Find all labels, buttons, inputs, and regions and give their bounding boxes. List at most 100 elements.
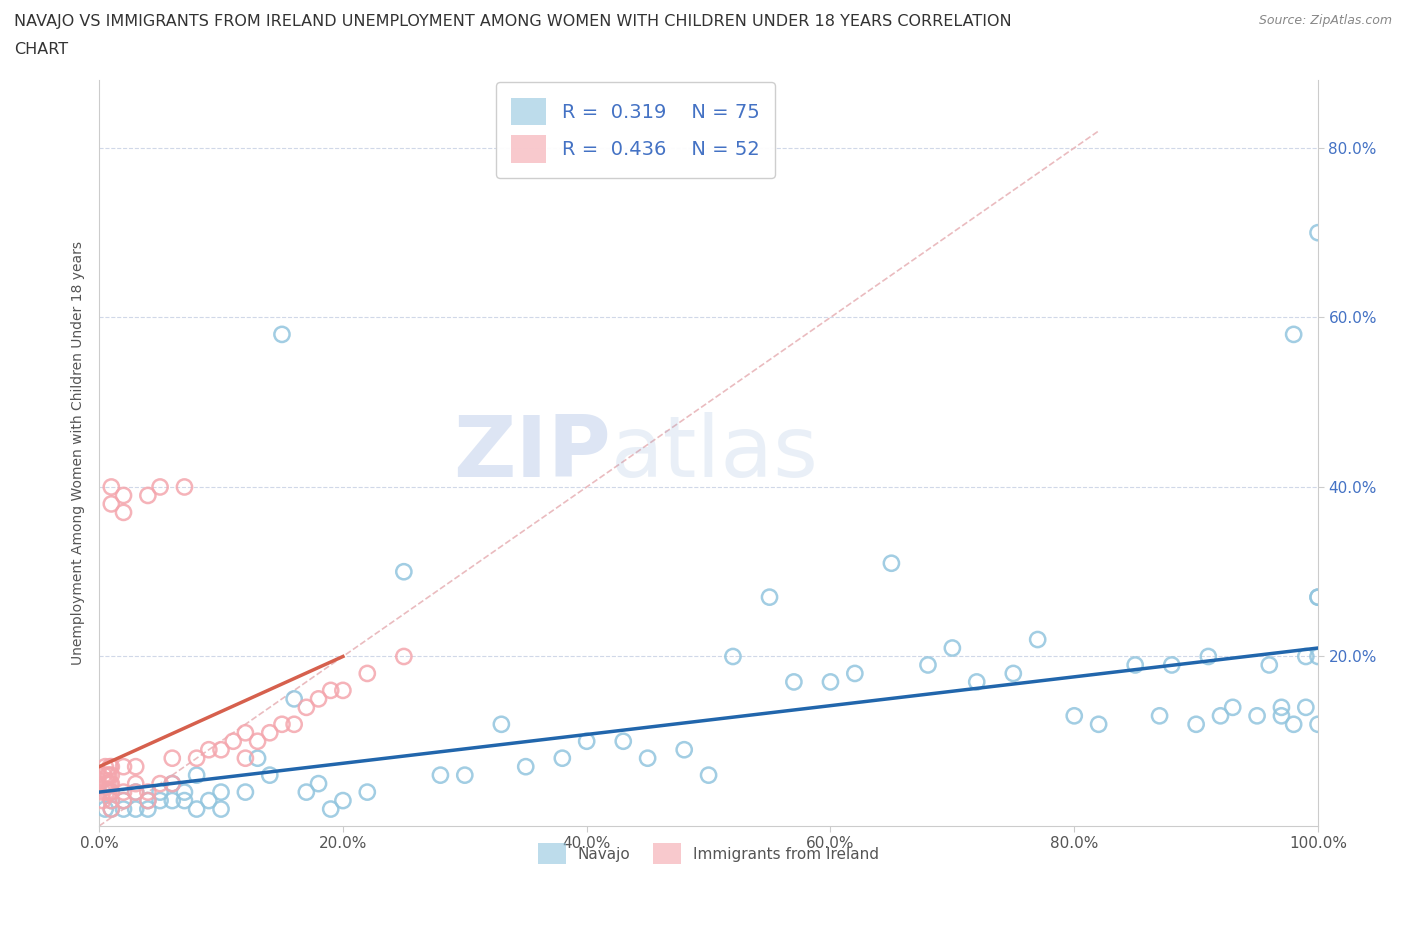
- Point: [100, 785, 122, 800]
- Point: [1306, 590, 1329, 604]
- Point: [97, 767, 120, 782]
- Point: [235, 785, 257, 800]
- Point: [149, 785, 172, 800]
- Point: [1306, 717, 1329, 732]
- Point: [186, 751, 208, 765]
- Point: [295, 700, 318, 715]
- Point: [98, 777, 121, 791]
- Point: [125, 785, 148, 800]
- Point: [271, 717, 294, 732]
- Point: [100, 497, 122, 512]
- Point: [162, 751, 184, 765]
- Point: [844, 666, 866, 681]
- Point: [1295, 700, 1317, 715]
- Point: [97, 785, 120, 800]
- Text: Source: ZipAtlas.com: Source: ZipAtlas.com: [1258, 14, 1392, 27]
- Text: ZIP: ZIP: [453, 412, 612, 495]
- Point: [112, 793, 135, 808]
- Point: [917, 658, 939, 672]
- Point: [1185, 717, 1208, 732]
- Point: [136, 785, 159, 800]
- Point: [1270, 709, 1292, 724]
- Point: [1282, 717, 1305, 732]
- Point: [162, 793, 184, 808]
- Point: [125, 759, 148, 774]
- Point: [100, 767, 122, 782]
- Point: [98, 759, 121, 774]
- Point: [1270, 700, 1292, 715]
- Point: [100, 480, 122, 495]
- Point: [209, 802, 232, 817]
- Point: [637, 751, 659, 765]
- Point: [97, 777, 120, 791]
- Point: [209, 785, 232, 800]
- Point: [112, 793, 135, 808]
- Point: [1258, 658, 1281, 672]
- Point: [575, 734, 598, 749]
- Point: [162, 777, 184, 791]
- Point: [1222, 700, 1244, 715]
- Point: [136, 793, 159, 808]
- Point: [332, 793, 354, 808]
- Point: [356, 666, 378, 681]
- Point: [173, 785, 195, 800]
- Point: [125, 777, 148, 791]
- Point: [136, 488, 159, 503]
- Point: [429, 767, 451, 782]
- Point: [125, 785, 148, 800]
- Point: [319, 802, 342, 817]
- Point: [673, 742, 696, 757]
- Point: [1295, 649, 1317, 664]
- Point: [308, 691, 330, 706]
- Point: [1306, 590, 1329, 604]
- Point: [94, 777, 117, 791]
- Point: [100, 777, 122, 791]
- Point: [941, 641, 963, 656]
- Point: [515, 759, 537, 774]
- Text: atlas: atlas: [612, 412, 820, 495]
- Point: [100, 793, 122, 808]
- Text: NAVAJO VS IMMIGRANTS FROM IRELAND UNEMPLOYMENT AMONG WOMEN WITH CHILDREN UNDER 1: NAVAJO VS IMMIGRANTS FROM IRELAND UNEMPL…: [14, 14, 1012, 29]
- Point: [491, 717, 513, 732]
- Point: [112, 785, 135, 800]
- Point: [112, 488, 135, 503]
- Point: [295, 785, 318, 800]
- Point: [112, 759, 135, 774]
- Point: [100, 759, 122, 774]
- Point: [271, 327, 294, 342]
- Point: [283, 717, 305, 732]
- Point: [198, 793, 221, 808]
- Point: [100, 802, 122, 817]
- Point: [319, 683, 342, 698]
- Point: [1123, 658, 1146, 672]
- Point: [136, 793, 159, 808]
- Point: [551, 751, 574, 765]
- Point: [125, 802, 148, 817]
- Point: [186, 767, 208, 782]
- Point: [100, 802, 122, 817]
- Point: [1246, 709, 1268, 724]
- Y-axis label: Unemployment Among Women with Children Under 18 years: Unemployment Among Women with Children U…: [72, 241, 86, 665]
- Point: [91, 785, 114, 800]
- Point: [1026, 632, 1049, 647]
- Point: [149, 793, 172, 808]
- Point: [186, 802, 208, 817]
- Point: [136, 802, 159, 817]
- Point: [149, 480, 172, 495]
- Point: [91, 793, 114, 808]
- Point: [392, 649, 415, 664]
- Point: [283, 691, 305, 706]
- Point: [356, 785, 378, 800]
- Point: [162, 777, 184, 791]
- Point: [1087, 717, 1109, 732]
- Point: [697, 767, 720, 782]
- Point: [112, 802, 135, 817]
- Point: [93, 767, 115, 782]
- Point: [1063, 709, 1085, 724]
- Point: [820, 674, 842, 689]
- Point: [235, 725, 257, 740]
- Point: [966, 674, 988, 689]
- Point: [1209, 709, 1232, 724]
- Point: [112, 505, 135, 520]
- Point: [149, 777, 172, 791]
